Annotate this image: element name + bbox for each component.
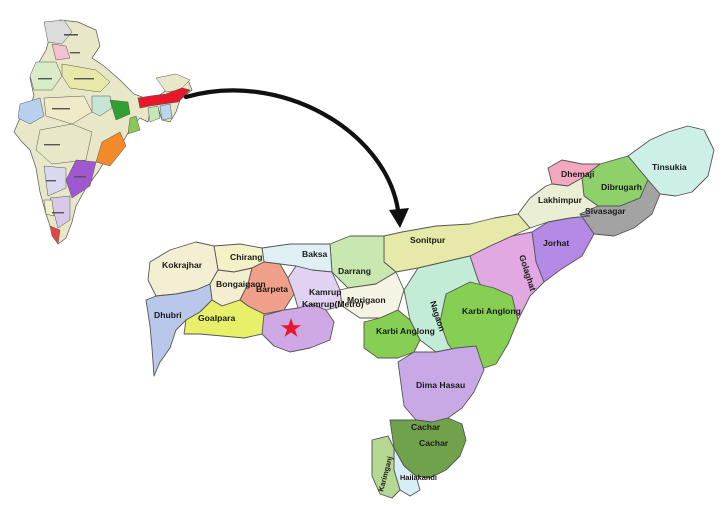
label-hailakandi: Hailakandi — [400, 473, 437, 482]
district-kamrup — [261, 303, 335, 353]
label-karbi-anglong: Karbi Anglong — [462, 306, 521, 316]
district-sonitpur — [383, 213, 531, 273]
district-labels: Tinsukia Dibrugarh Dhemaji Lakhimpur Siv… — [154, 162, 687, 493]
district-karbi-anglong-west — [363, 309, 421, 359]
arrowhead-icon — [389, 208, 409, 228]
label-karbi-anglong-west: Karbi Anglong — [376, 326, 435, 336]
label-goalpara: Goalpara — [198, 313, 235, 323]
label-bongaigaon: Bongaigaon — [216, 279, 266, 289]
district-sivasagar — [579, 179, 661, 237]
label-tinsukia: Tinsukia — [652, 162, 687, 172]
india-inset-map — [13, 19, 193, 245]
label-chirang: Chirang — [230, 252, 262, 262]
label-sonitpur: Sonitpur — [410, 235, 446, 245]
label-dhubri: Dhubri — [154, 310, 182, 320]
label-darrang: Darrang — [338, 266, 371, 276]
district-morigaon — [339, 271, 405, 319]
label-jorhat: Jorhat — [543, 238, 569, 248]
assam-districts — [145, 125, 715, 499]
label-baksa: Baksa — [302, 249, 328, 259]
label-cachar: Cachar — [411, 422, 441, 432]
locator-arrow — [183, 88, 409, 228]
label-kamrup: Kamrup — [309, 287, 341, 297]
label-cachar-2: Cachar — [419, 438, 449, 448]
district-goalpara — [183, 299, 265, 339]
label-sivasagar: Sivasagar — [585, 206, 626, 216]
assam-highlight — [137, 87, 191, 109]
label-lakhimpur: Lakhimpur — [538, 195, 583, 205]
label-kokrajhar: Kokrajhar — [162, 260, 203, 270]
label-dibrugarh: Dibrugarh — [601, 182, 642, 192]
label-morigaon: Morigaon — [347, 295, 386, 305]
district-karimganj — [371, 435, 401, 499]
label-barpeta: Barpeta — [256, 284, 288, 294]
label-kamrup-metro: Kamrup(Metro) — [302, 299, 364, 309]
study-site-star-icon — [281, 318, 301, 337]
label-dima-hasau: Dima Hasau — [416, 380, 465, 390]
label-dhemaji: Dhemaji — [561, 169, 594, 179]
